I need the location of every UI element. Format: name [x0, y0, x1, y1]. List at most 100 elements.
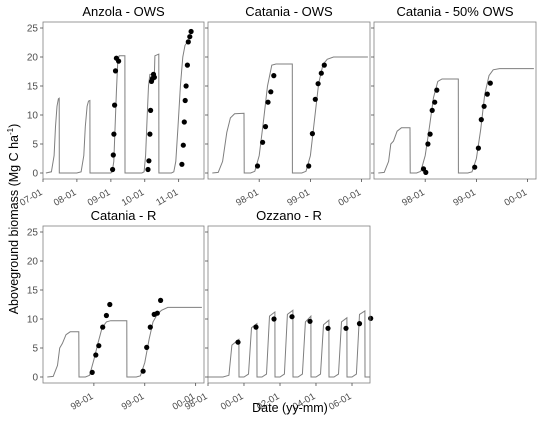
data-point — [100, 324, 106, 330]
panel-title: Catania - 50% OWS — [396, 4, 513, 19]
y-tick-label: 10 — [27, 111, 39, 122]
x-tick-label: 99-01 — [285, 187, 312, 209]
data-point — [487, 80, 493, 86]
data-point — [154, 310, 160, 316]
data-point — [254, 163, 261, 169]
data-point — [343, 325, 349, 331]
data-point — [271, 73, 277, 79]
data-point — [321, 62, 327, 68]
data-point — [356, 321, 363, 327]
panel-title: Catania - R — [91, 208, 157, 223]
y-tick-label: 20 — [27, 257, 39, 268]
x-axis-title: Date (yy-mm) — [252, 401, 328, 415]
data-point — [151, 74, 157, 80]
y-tick-label: 15 — [27, 82, 39, 93]
data-point — [185, 39, 191, 45]
data-point — [181, 119, 187, 125]
x-tick-label: 00-01 — [503, 187, 530, 209]
x-tick-label: 98-01 — [400, 187, 427, 209]
data-point — [184, 62, 190, 68]
x-tick-label: 08-01 — [52, 187, 79, 209]
data-point — [423, 169, 429, 175]
data-point — [478, 117, 484, 123]
data-point — [107, 301, 113, 308]
data-point — [309, 131, 315, 137]
data-point — [180, 142, 186, 148]
data-point — [148, 107, 154, 113]
x-tick-label: 00-01 — [337, 187, 364, 209]
data-point — [434, 87, 440, 93]
y-tick-label: 20 — [27, 53, 39, 64]
data-point — [147, 324, 153, 330]
data-point — [110, 152, 116, 158]
data-point — [146, 158, 152, 164]
data-point — [235, 339, 241, 345]
panel-3: Catania - 50% OWS 98-01 99-01 00-01 — [371, 4, 537, 209]
panel-frame — [373, 21, 537, 180]
data-point — [429, 107, 435, 113]
x-tick-label: 07-01 — [18, 187, 45, 209]
panel-frame — [42, 225, 205, 384]
y-tick-label: 15 — [27, 286, 39, 297]
data-point — [475, 145, 481, 151]
data-point — [472, 164, 478, 170]
panel-title: Catania - OWS — [245, 4, 333, 19]
y-tick-label: 5 — [32, 344, 38, 355]
data-point — [89, 369, 95, 375]
data-point — [481, 103, 487, 109]
x-tick-label: 11-01 — [154, 187, 180, 208]
data-point — [144, 344, 150, 350]
series-line — [212, 56, 368, 174]
x-tick-label: 98-01 — [234, 187, 261, 209]
y-tick-label: 0 — [32, 169, 38, 180]
y-tick-label: 25 — [27, 228, 39, 239]
x-tick-label: 98-01 — [69, 391, 96, 413]
x-tick-label: 10-01 — [120, 187, 147, 209]
x-tick-label: 99-01 — [120, 391, 147, 413]
y-axis-title-main: Aboveground biomass (Mg C ha — [7, 135, 21, 314]
data-point — [147, 131, 153, 137]
panel-title: Anzola - OWS — [82, 4, 165, 19]
data-point — [432, 99, 438, 105]
data-point — [111, 131, 117, 137]
data-point — [265, 99, 271, 105]
panel-frame — [207, 21, 371, 180]
x-tick-label: 06-01 — [327, 391, 354, 413]
series-line — [47, 306, 202, 378]
panel-5: Ozzano - R98-01 00-01 02-01 04-01 06-01 — [183, 208, 374, 413]
data-point — [312, 96, 318, 102]
data-point — [183, 83, 189, 89]
data-point — [110, 166, 116, 173]
panel-title: Ozzano - R — [256, 208, 322, 223]
data-point — [368, 315, 374, 321]
y-tick-label: 0 — [32, 373, 38, 384]
data-point — [325, 325, 331, 331]
data-point — [93, 352, 99, 358]
data-point — [307, 318, 313, 324]
data-point — [158, 297, 164, 303]
data-point — [187, 34, 193, 40]
data-point — [112, 102, 118, 108]
data-point — [271, 316, 277, 322]
data-point — [145, 166, 151, 173]
data-point — [260, 139, 266, 145]
data-point — [179, 161, 185, 167]
data-point — [103, 312, 109, 319]
y-axis-title-end: ) — [7, 124, 21, 128]
data-point — [112, 68, 119, 74]
y-tick-label: 10 — [27, 315, 39, 326]
data-point — [315, 81, 321, 87]
y-tick-label: 25 — [27, 24, 39, 35]
panel-1: Anzola - OWS 0 5 10 15 20 25 07-01 08-01 09-01 10-… — [18, 4, 205, 209]
data-point — [318, 70, 324, 76]
x-tick-label: 09-01 — [86, 187, 113, 209]
data-point — [188, 28, 194, 35]
data-point — [253, 324, 259, 330]
data-point — [268, 89, 274, 95]
x-tick-label: 99-01 — [451, 187, 478, 209]
panel-frame — [42, 21, 205, 180]
data-point — [484, 91, 490, 97]
y-tick-label: 5 — [32, 140, 38, 151]
